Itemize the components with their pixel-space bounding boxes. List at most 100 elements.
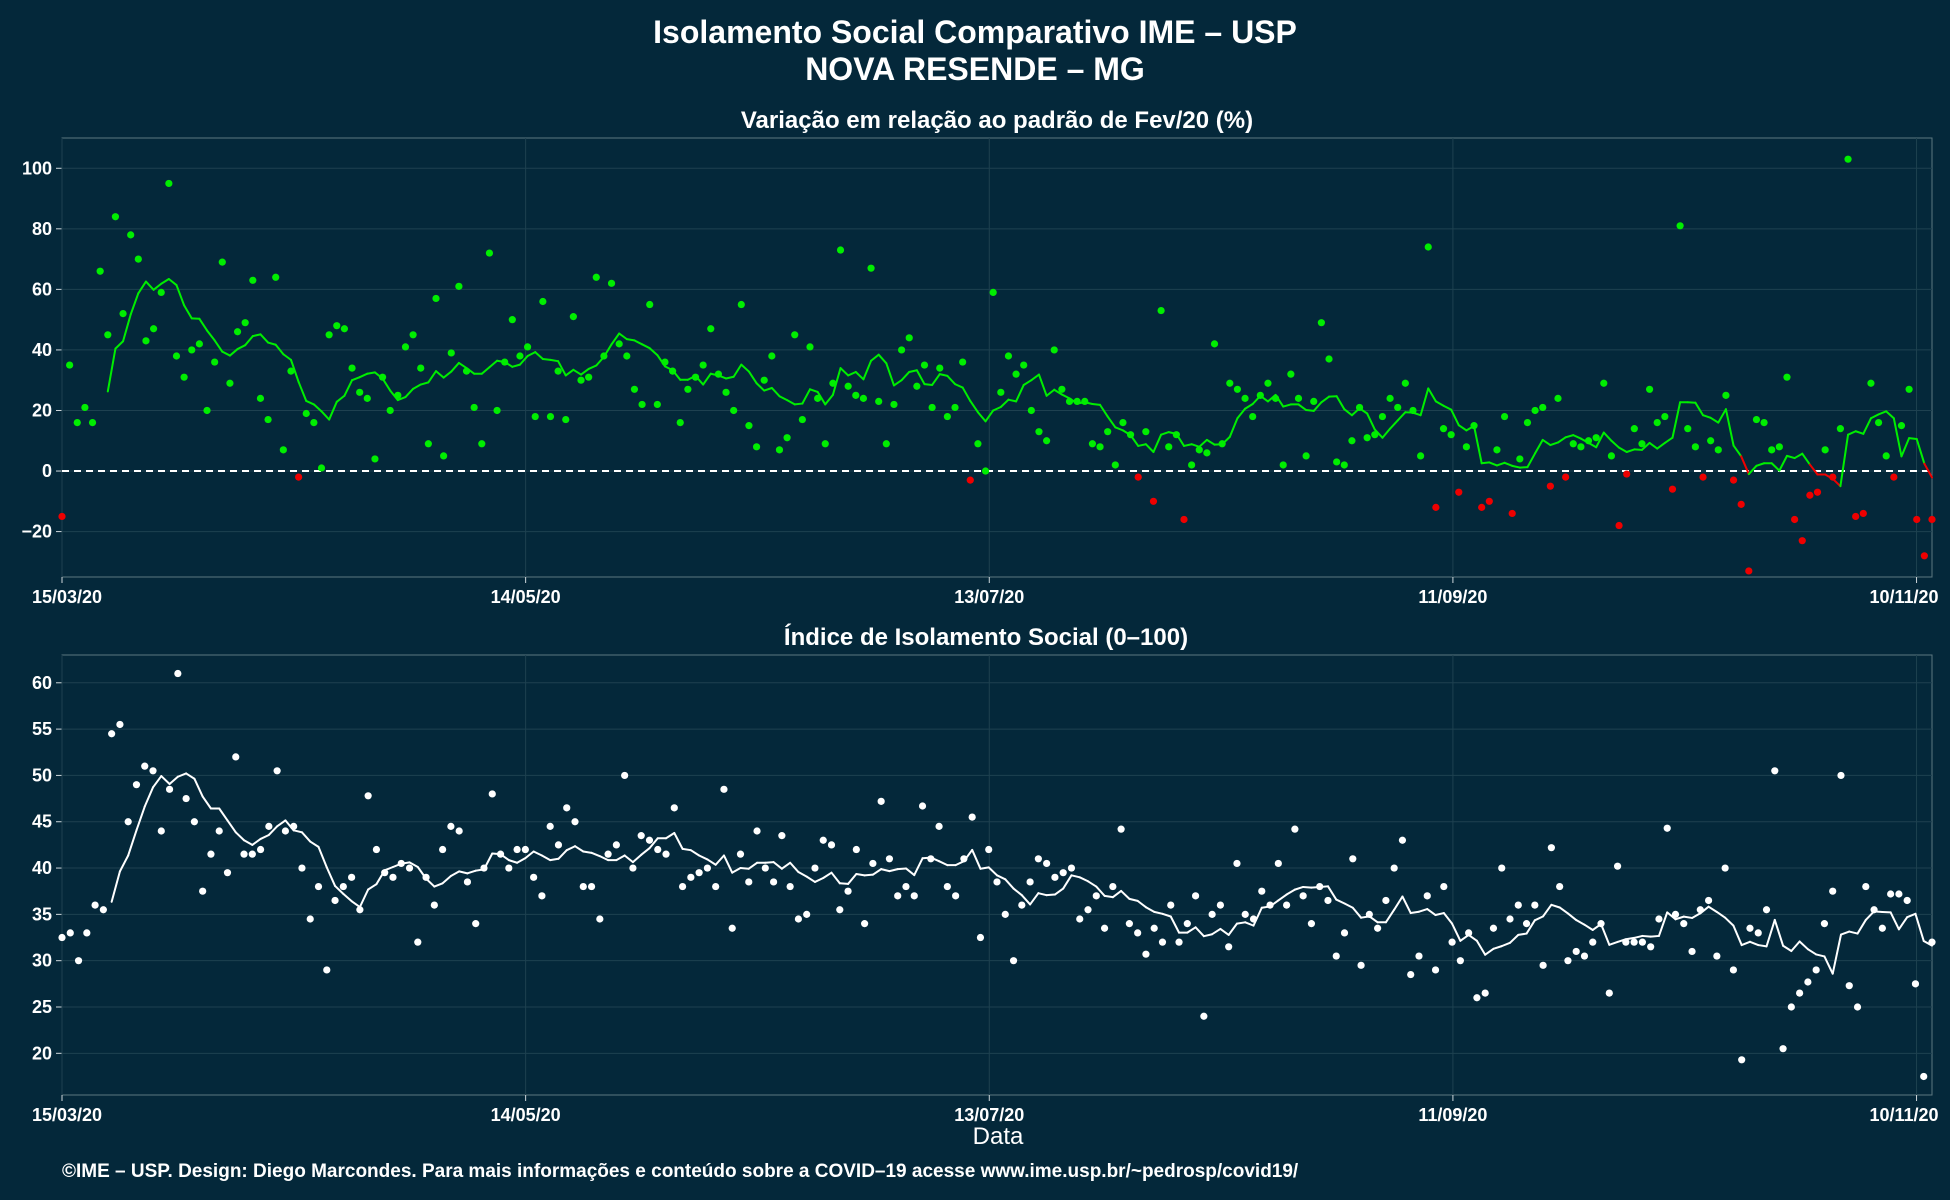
- data-point: [1913, 515, 1921, 524]
- moving-average-segment: [305, 399, 315, 406]
- data-point: [1180, 515, 1188, 524]
- data-point: [1481, 989, 1489, 997]
- moving-average-segment: [1740, 455, 1750, 476]
- moving-average-segment: [1656, 441, 1666, 450]
- data-point: [88, 418, 97, 427]
- moving-average-segment: [641, 343, 651, 350]
- y-tick-label: 55: [32, 719, 52, 739]
- data-point: [1210, 340, 1219, 348]
- moving-average-segment: [673, 831, 684, 850]
- moving-average-segment: [1320, 395, 1331, 404]
- data-point: [1283, 901, 1291, 909]
- y-tick-label: 60: [32, 279, 52, 299]
- data-point: [1647, 943, 1655, 951]
- data-point: [119, 310, 127, 318]
- data-point: [997, 388, 1005, 396]
- moving-average-segment: [221, 350, 231, 357]
- data-point: [778, 832, 786, 840]
- moving-average-segment: [135, 805, 146, 832]
- data-point: [676, 418, 684, 427]
- y-tick-label: 30: [32, 951, 52, 971]
- data-point: [180, 373, 188, 381]
- data-point: [1340, 461, 1348, 469]
- data-point: [1088, 440, 1097, 448]
- moving-average-segment: [1854, 430, 1865, 435]
- moving-average-segment: [168, 775, 179, 786]
- data-point: [1722, 391, 1730, 399]
- data-point: [472, 920, 480, 928]
- moving-average-segment: [1715, 910, 1727, 919]
- data-point: [1157, 306, 1165, 315]
- data-point: [1622, 938, 1630, 946]
- moving-average-segment: [1564, 434, 1575, 439]
- data-point: [1539, 403, 1547, 412]
- data-point: [314, 882, 323, 891]
- data-point: [378, 373, 387, 381]
- moving-average-segment: [764, 861, 775, 864]
- moving-average-segment: [1793, 452, 1804, 460]
- data-point: [1067, 864, 1076, 872]
- moving-average-segment: [183, 304, 193, 320]
- data-point: [1401, 379, 1409, 387]
- data-point: [1299, 892, 1307, 900]
- data-point: [1050, 346, 1058, 354]
- moving-average-segment: [702, 372, 712, 386]
- moving-average-segment: [1396, 411, 1407, 422]
- data-point: [753, 827, 761, 835]
- data-point: [182, 794, 190, 803]
- data-point: [1804, 978, 1812, 986]
- data-point: [1333, 458, 1341, 466]
- moving-average-segment: [1060, 393, 1071, 400]
- data-point: [298, 864, 306, 872]
- data-point: [165, 179, 173, 188]
- moving-average-segment: [1600, 923, 1611, 946]
- moving-average-segment: [1773, 918, 1785, 947]
- data-point: [959, 358, 967, 366]
- moving-average-segment: [292, 829, 303, 834]
- data-point: [791, 331, 799, 339]
- data-point: [1009, 957, 1018, 965]
- data-point: [516, 352, 524, 360]
- data-point: [1577, 443, 1585, 451]
- moving-average-segment: [1610, 439, 1621, 449]
- plot-frame: [61, 137, 1933, 578]
- data-point: [1324, 896, 1332, 905]
- moving-average-segment: [805, 875, 816, 883]
- data-point: [1775, 443, 1783, 451]
- data-point: [1465, 929, 1473, 937]
- moving-average-segment: [839, 367, 850, 377]
- data-point: [1859, 509, 1867, 518]
- moving-average-segment: [1848, 930, 1859, 935]
- data-point: [264, 415, 272, 424]
- data-point: [317, 464, 326, 472]
- data-point: [1714, 446, 1722, 454]
- data-point: [58, 933, 66, 942]
- moving-average-segment: [1641, 934, 1652, 938]
- data-point: [1489, 924, 1498, 932]
- data-point: [1096, 443, 1104, 451]
- moving-average-segment: [1211, 927, 1222, 936]
- moving-average-segment: [1923, 462, 1933, 479]
- data-point: [1208, 910, 1216, 918]
- y-tick-label: 60: [32, 673, 52, 693]
- moving-average-segment: [1533, 915, 1545, 922]
- moving-average-segment: [1219, 927, 1230, 936]
- moving-average-segment: [623, 854, 634, 864]
- data-point: [646, 300, 654, 309]
- data-point: [1111, 461, 1119, 469]
- data-point: [1191, 892, 1200, 900]
- x-tick-label: 11/09/20: [1418, 587, 1487, 607]
- data-point: [1539, 961, 1547, 969]
- moving-average-segment: [1906, 912, 1917, 919]
- moving-average-segment: [1144, 906, 1156, 913]
- moving-average-segment: [419, 381, 430, 386]
- data-point: [728, 924, 736, 932]
- data-point: [1837, 771, 1845, 780]
- moving-average-segment: [780, 861, 792, 870]
- moving-average-segment: [938, 373, 949, 377]
- data-point: [1043, 859, 1051, 868]
- moving-average-segment: [1227, 922, 1238, 936]
- moving-average-segment: [1442, 912, 1454, 925]
- moving-average-segment: [900, 370, 911, 382]
- data-point: [752, 443, 761, 451]
